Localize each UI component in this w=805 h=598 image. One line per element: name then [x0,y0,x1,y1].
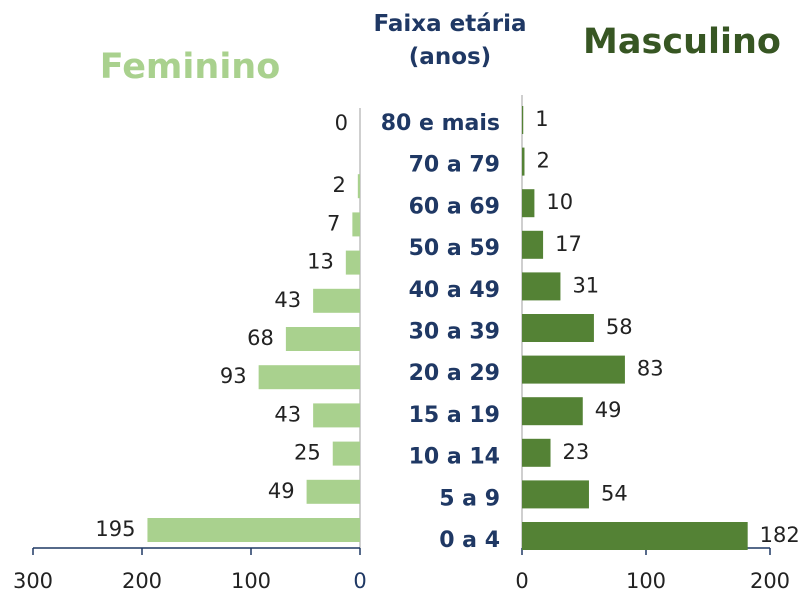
bar [285,327,360,351]
series-title: Masculino [583,22,781,62]
x-tick-label: 100 [626,569,666,593]
x-tick-label: 200 [122,569,162,593]
bar [522,230,544,259]
bar [332,441,360,466]
data-label: 2 [332,173,345,197]
x-tick-label: 0 [515,569,528,593]
data-label: 13 [307,250,334,274]
category-label: 80 e mais [381,111,500,136]
category-label: 50 a 59 [409,236,500,261]
category-label: 60 a 69 [409,194,500,219]
data-label: 31 [572,273,599,297]
data-label: 10 [546,190,573,214]
bar [147,518,360,542]
bar [522,480,589,509]
series-title: Feminino [100,47,281,87]
data-label: 54 [601,481,628,505]
category-label: 40 a 49 [409,278,500,303]
x-tick-label: 200 [750,569,790,593]
bar [522,314,594,342]
data-label: 17 [555,232,582,256]
data-label: 43 [274,288,301,312]
bar [345,250,360,275]
data-label: 7 [327,211,340,235]
data-label: 0 [335,111,348,135]
data-label: 2 [536,149,549,173]
data-label: 49 [595,398,622,422]
category-label: 0 a 4 [439,528,500,553]
category-label: 20 a 29 [409,361,500,386]
bar [522,355,625,384]
x-tick-label: 100 [231,569,271,593]
data-label: 25 [294,441,321,465]
bar [522,147,525,176]
data-label: 83 [637,357,664,381]
data-label: 68 [247,326,274,350]
x-tick-label: 0 [353,569,366,593]
bar [306,479,360,504]
category-label: 30 a 39 [409,320,500,345]
data-label: 23 [563,440,590,464]
data-label: 195 [95,517,135,541]
chart-title: Faixa etária (anos) [373,11,527,70]
category-label: 15 a 19 [409,403,500,428]
data-label: 43 [274,402,301,426]
bar [258,365,360,390]
bar [522,106,524,134]
bar [522,397,583,426]
data-label: 93 [220,364,247,388]
data-label: 1 [535,107,548,131]
bar [522,272,561,301]
data-label: 182 [760,523,800,547]
bar [522,522,748,550]
bar [352,212,360,237]
bar [522,438,551,467]
data-label: 58 [606,315,633,339]
category-label: 70 a 79 [409,153,500,178]
category-label: 10 a 14 [409,445,500,470]
bar [357,174,360,199]
bar [313,403,360,428]
x-tick-label: 300 [13,569,53,593]
bar [522,189,535,218]
category-label: 5 a 9 [439,486,500,511]
bar [313,288,360,313]
data-label: 49 [268,479,295,503]
